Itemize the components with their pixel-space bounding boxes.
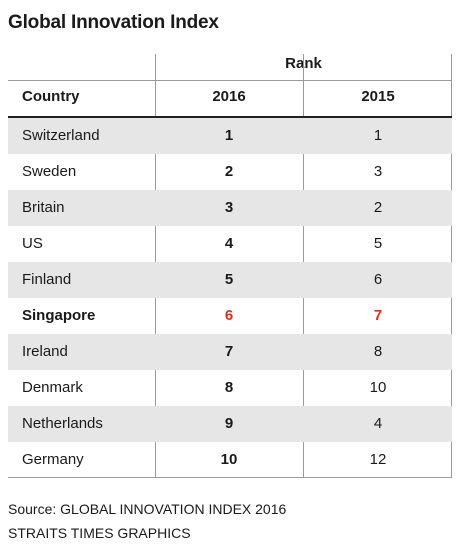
rank-2016-cell: 9 — [224, 415, 234, 432]
rank-2015-cell: 10 — [369, 379, 387, 396]
credit-line: STRAITS TIMES GRAPHICS — [8, 525, 191, 541]
table-row: Finland 5 6 — [8, 262, 452, 298]
table-row: Netherlands 9 4 — [8, 406, 452, 442]
table-row: Denmark 8 10 — [8, 370, 452, 406]
header-rule — [8, 116, 452, 118]
country-cell: Netherlands — [22, 415, 103, 432]
rank-2016-cell: 1 — [224, 127, 234, 144]
rank-2016-cell: 3 — [224, 199, 234, 216]
column-header-2015: 2015 — [361, 88, 395, 105]
country-cell: Denmark — [22, 379, 83, 396]
table-row: Germany 10 12 — [8, 442, 452, 478]
rank-2015-cell: 7 — [373, 307, 383, 324]
rank-2015-cell: 5 — [373, 235, 383, 252]
table-row: Ireland 7 8 — [8, 334, 452, 370]
rank-2016-cell: 5 — [224, 271, 234, 288]
rank-2016-cell: 4 — [224, 235, 234, 252]
rank-2016-cell: 2 — [224, 163, 234, 180]
rank-2015-cell: 12 — [369, 451, 387, 468]
rank-2015-cell: 6 — [373, 271, 383, 288]
rank-2015-cell: 4 — [373, 415, 383, 432]
rank-2016-cell: 8 — [224, 379, 234, 396]
table-row: US 4 5 — [8, 226, 452, 262]
country-cell: Singapore — [22, 307, 96, 324]
table-row: Singapore 6 7 — [8, 298, 452, 334]
country-cell: Switzerland — [22, 127, 100, 144]
source-line: Source: GLOBAL INNOVATION INDEX 2016 — [8, 501, 287, 517]
table-bottom-rule — [8, 477, 452, 478]
country-cell: US — [22, 235, 43, 252]
country-cell: Sweden — [22, 163, 77, 180]
rank-2015-cell: 8 — [373, 343, 383, 360]
rank-2015-cell: 1 — [373, 127, 383, 144]
country-cell: Britain — [22, 199, 65, 216]
rank-2015-cell: 2 — [373, 199, 383, 216]
chart-title: Global Innovation Index — [8, 12, 219, 33]
table-row: Switzerland 1 1 — [8, 118, 452, 154]
rank-2016-cell: 6 — [224, 307, 234, 324]
rank-2015-cell: 3 — [373, 163, 383, 180]
source-note: Source: GLOBAL INNOVATION INDEX 2016 STR… — [8, 497, 286, 545]
table-top-rule — [8, 80, 452, 81]
column-header-country: Country — [22, 88, 80, 105]
country-cell: Finland — [22, 271, 72, 288]
country-cell: Ireland — [22, 343, 68, 360]
table-row: Britain 3 2 — [8, 190, 452, 226]
column-header-2016: 2016 — [212, 88, 246, 105]
country-cell: Germany — [22, 451, 84, 468]
rank-2016-cell: 10 — [220, 451, 238, 468]
table-row: Sweden 2 3 — [8, 154, 452, 190]
rank-2016-cell: 7 — [224, 343, 234, 360]
